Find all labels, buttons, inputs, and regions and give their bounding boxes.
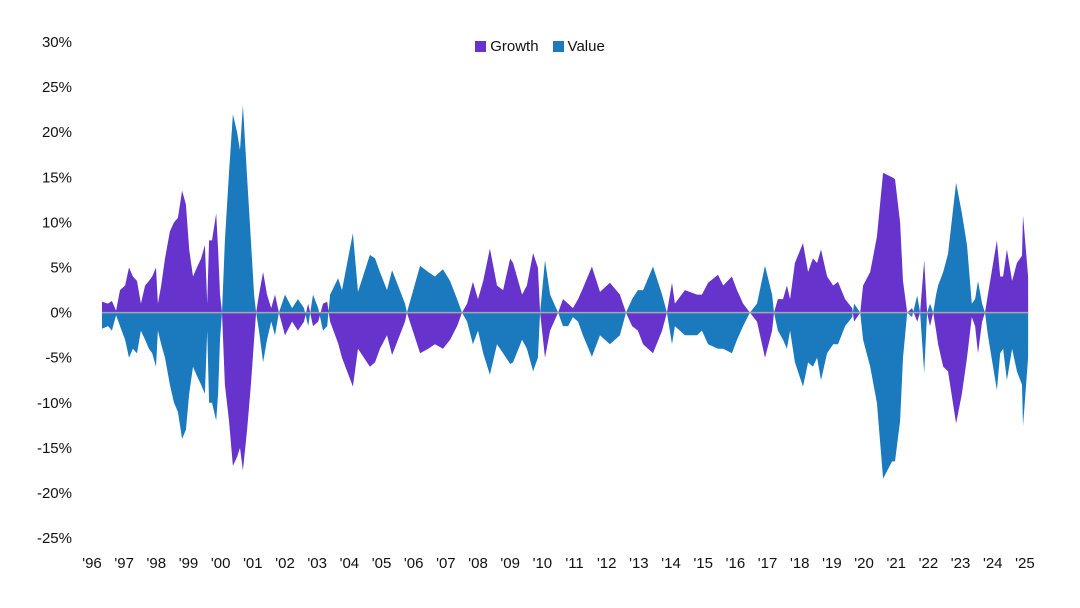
x-tick-label: '07 <box>436 555 456 572</box>
legend-label-growth: Growth <box>490 38 539 55</box>
y-tick-label: 30% <box>42 34 72 51</box>
series-layer <box>101 105 1029 479</box>
x-tick-label: '97 <box>114 555 134 572</box>
x-tick-label: '18 <box>790 555 810 572</box>
x-tick-label: '14 <box>661 555 681 572</box>
y-tick-label: 25% <box>42 79 72 96</box>
x-tick-label: '01 <box>243 555 263 572</box>
x-tick-label: '98 <box>147 555 167 572</box>
x-tick-label: '16 <box>726 555 746 572</box>
legend-item-value[interactable]: Value <box>552 38 605 55</box>
x-tick-label: '24 <box>983 555 1003 572</box>
x-tick-label: '05 <box>372 555 392 572</box>
x-tick-label: '08 <box>468 555 488 572</box>
y-tick-label: 15% <box>42 169 72 186</box>
legend-label-value: Value <box>567 38 605 55</box>
x-tick-label: '20 <box>854 555 874 572</box>
x-tick-label: '22 <box>919 555 939 572</box>
series-area-growth <box>101 172 1029 471</box>
y-tick-label: -15% <box>37 440 72 457</box>
y-tick-label: -10% <box>37 395 72 412</box>
y-axis-ticks: 30% 25% 20% 15% 10% 5% 0% -5% -10% -15% -20% -25% <box>37 34 72 547</box>
x-tick-label: '09 <box>500 555 520 572</box>
x-tick-label: '23 <box>951 555 971 572</box>
legend-item-growth[interactable]: Growth <box>475 38 539 55</box>
y-tick-label: -20% <box>37 485 72 502</box>
x-tick-label: '02 <box>275 555 295 572</box>
legend-swatch-value <box>552 41 564 52</box>
x-tick-label: '19 <box>822 555 842 572</box>
x-tick-label: '21 <box>886 555 906 572</box>
x-tick-label: '12 <box>597 555 617 572</box>
x-tick-label: '03 <box>307 555 327 572</box>
x-tick-label: '11 <box>565 555 583 572</box>
x-tick-label: '25 <box>1015 555 1035 572</box>
y-tick-label: -25% <box>37 530 72 547</box>
x-axis-ticks: '96 '97 '98 '99 '00 '01 '02 '03 '04 '05 '06 '07 '08 '… <box>82 555 1034 572</box>
x-tick-label: '06 <box>404 555 424 572</box>
y-tick-label: -5% <box>45 350 72 367</box>
x-tick-label: '17 <box>758 555 778 572</box>
legend-swatch-growth <box>475 41 487 52</box>
x-tick-label: '13 <box>629 555 649 572</box>
x-tick-label: '10 <box>533 555 553 572</box>
x-tick-label: '04 <box>340 555 360 572</box>
y-tick-label: 20% <box>42 124 72 141</box>
x-tick-label: '00 <box>211 555 231 572</box>
x-tick-label: '96 <box>82 555 102 572</box>
y-tick-label: 10% <box>42 214 72 231</box>
x-tick-label: '99 <box>179 555 199 572</box>
y-tick-label: 5% <box>50 260 72 277</box>
legend: Growth Value <box>0 38 1080 55</box>
x-tick-label: '15 <box>693 555 713 572</box>
y-tick-label: 0% <box>50 305 72 322</box>
